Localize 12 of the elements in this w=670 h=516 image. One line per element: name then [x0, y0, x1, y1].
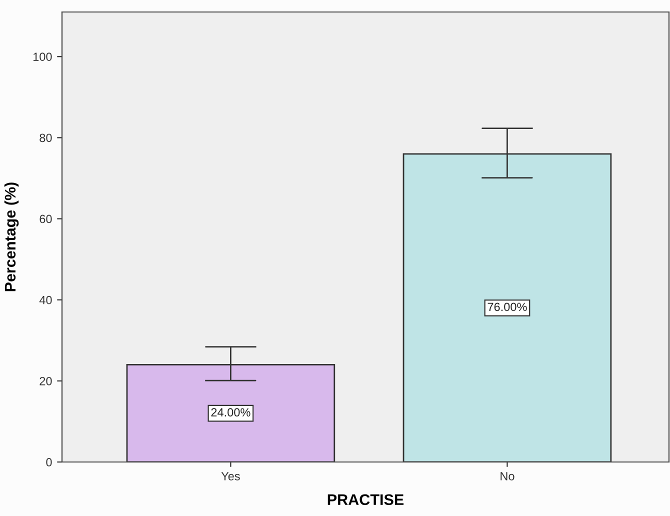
y-tick-label: 40 — [39, 296, 52, 304]
x-tick-label: Yes — [221, 472, 240, 480]
y-tick-label: 0 — [46, 458, 52, 466]
y-tick-label: 100 — [33, 52, 52, 61]
y-tick-label: 80 — [40, 134, 52, 142]
y-tick-label: 60 — [40, 214, 52, 224]
y-tick-label: 20 — [40, 376, 52, 386]
data-label: 76.00% — [488, 302, 527, 312]
x-tick-label: No — [500, 472, 514, 480]
x-axis-title: PRACTISE — [328, 494, 404, 506]
data-label: 24.00% — [211, 408, 250, 417]
y-axis-title: Percentage (%) — [4, 182, 19, 292]
